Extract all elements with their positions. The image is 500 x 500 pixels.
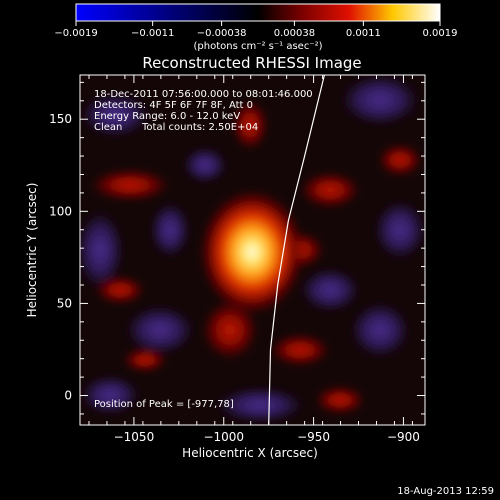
x-tick-label: −1000	[203, 430, 244, 444]
y-tick-label: 100	[49, 204, 72, 218]
colorbar-tick-label: 0.0011	[346, 28, 381, 39]
y-axis-ticks: 0 50 100 150	[49, 81, 425, 415]
y-tick-label: 0	[64, 389, 72, 403]
colorbar-unit-label: (photons cm⁻² s⁻¹ asec⁻²)	[193, 41, 322, 52]
clean-annotation: Clean	[94, 122, 122, 133]
colorbar-tick-label: −0.0011	[131, 28, 174, 39]
time-range-annotation: 18-Dec-2011 07:56:00.000 to 08:01:46.000	[94, 89, 313, 100]
energy-range-annotation: Energy Range: 6.0 - 12.0 keV	[94, 111, 240, 122]
colorbar-tick-label: 0.0019	[423, 28, 458, 39]
chart-title: Reconstructed RHESSI Image	[142, 54, 361, 72]
y-axis-label: Heliocentric Y (arcsec)	[25, 183, 39, 318]
x-tick-label: −950	[297, 430, 330, 444]
x-tick-label: −900	[387, 430, 420, 444]
colorbar-tick-label: −0.0019	[54, 28, 97, 39]
solar-limb-line	[268, 75, 325, 425]
x-tick-label: −1050	[114, 430, 155, 444]
x-axis-label: Heliocentric X (arcsec)	[182, 446, 318, 460]
y-tick-label: 150	[49, 112, 72, 126]
peak-position-annotation: Position of Peak = [-977,78]	[94, 399, 234, 410]
y-tick-label: 50	[57, 296, 72, 310]
plot-frame	[79, 74, 426, 426]
peak-source	[200, 190, 304, 314]
x-axis-ticks: −1050 −1000 −950 −900	[88, 75, 420, 444]
colorbar-tick-label: 0.00038	[274, 28, 315, 39]
total-counts-annotation: Total counts: 2.50E+04	[141, 122, 258, 133]
colorbar	[75, 3, 441, 22]
colorbar-ticks: −0.0019 −0.0011 −0.00038 0.00038 0.0011 0.001…	[54, 21, 458, 39]
colorbar-tick-label: −0.00038	[197, 28, 247, 39]
footer-timestamp: 18-Aug-2013 12:59	[397, 486, 494, 497]
heatmap-image	[80, 75, 425, 425]
detectors-annotation: Detectors: 4F 5F 6F 7F 8F, Att 0	[94, 100, 253, 111]
